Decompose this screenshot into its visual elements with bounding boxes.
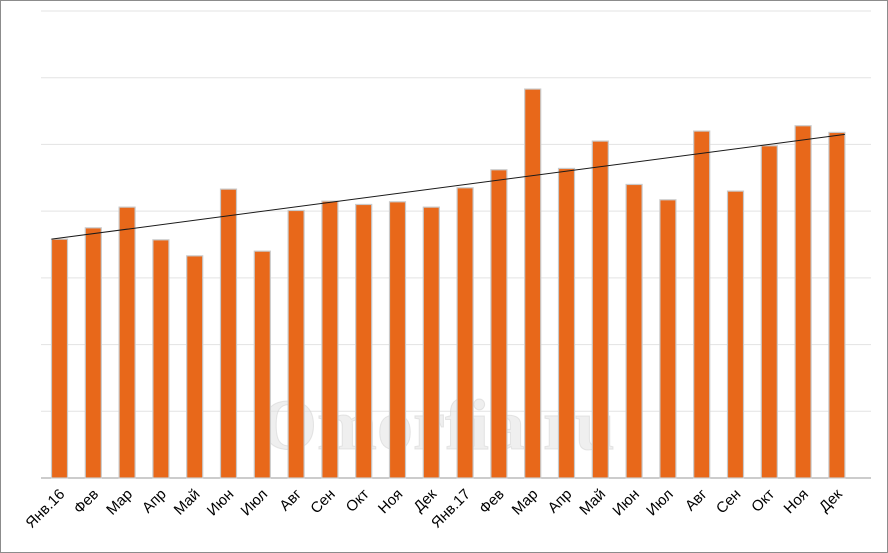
bar-6	[219, 188, 238, 479]
x-tick-label: Фев	[71, 486, 103, 518]
bar-4	[152, 239, 170, 479]
bar-1	[50, 238, 69, 479]
x-tick-label: Авг	[682, 485, 711, 514]
x-tick-label: Июл	[238, 486, 272, 520]
bar-22	[760, 145, 778, 479]
bar-21	[726, 190, 745, 479]
x-tick-label: Авг	[276, 485, 305, 514]
bar-12	[422, 206, 440, 479]
x-tick-label: Сен	[713, 486, 744, 517]
x-tick-label: Окт	[343, 486, 373, 516]
bar-11	[388, 201, 407, 479]
x-tick-label: Апр	[139, 486, 170, 517]
bar-7	[253, 250, 271, 479]
bar-13	[456, 187, 474, 479]
x-tick-label: Июн	[609, 486, 642, 519]
bar-17	[591, 140, 609, 479]
x-tick-label: Июл	[643, 486, 677, 520]
bar-20	[693, 130, 711, 479]
x-tick-label: Апр	[545, 486, 576, 517]
x-tick-label: Янв.16	[22, 486, 68, 532]
bar-2	[84, 227, 102, 479]
bar-8	[287, 209, 305, 479]
x-tick-label: Май	[171, 486, 204, 519]
trend-line-group	[51, 133, 845, 240]
x-tick-label: Июн	[204, 486, 237, 519]
x-axis-labels: Янв.16 Фев Мар Апр Май Июн Июл Авг Сен Окт Ноя ДекЯ…	[22, 485, 846, 531]
x-tick-label: Май	[576, 486, 609, 519]
bar-9	[321, 200, 339, 479]
bar-10	[355, 203, 373, 479]
bar-24	[828, 131, 846, 479]
x-tick-label: Ноя	[375, 486, 406, 517]
x-tick-label: Сен	[307, 486, 338, 517]
x-tick-label: Мар	[509, 486, 542, 519]
bar-14	[490, 169, 508, 479]
bar-23	[794, 125, 812, 479]
bar-5	[186, 255, 204, 479]
bars	[50, 88, 846, 479]
x-tick-label: Дек	[816, 486, 846, 516]
x-tick-label: Мар	[103, 486, 136, 519]
bar-18	[625, 183, 643, 479]
trend-line	[51, 133, 845, 240]
bar-3	[118, 206, 136, 479]
x-tick-label: Окт	[748, 486, 778, 516]
gridlines	[41, 10, 871, 479]
bar-16	[557, 167, 576, 479]
x-tick-label: Ноя	[781, 486, 812, 517]
x-tick-label: Фев	[476, 486, 508, 518]
bar-15	[524, 88, 542, 479]
bar-19	[659, 199, 677, 479]
